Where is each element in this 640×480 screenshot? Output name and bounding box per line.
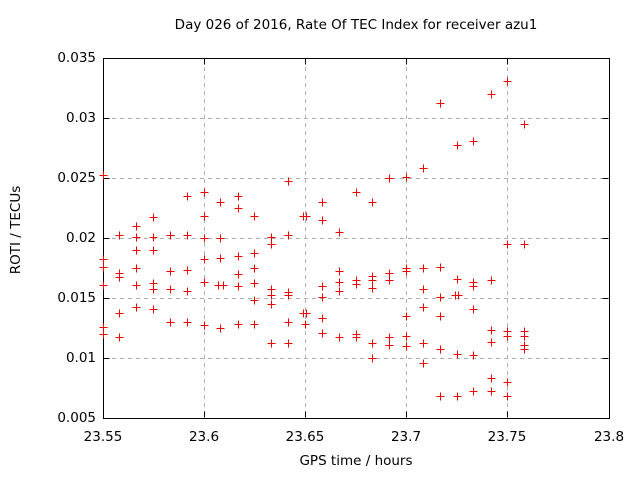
x-tick-label: 23.55	[83, 429, 123, 445]
axis-ticks	[103, 58, 610, 419]
y-tick-label: 0.005	[57, 410, 96, 426]
data-points	[99, 77, 529, 401]
grid-lines	[104, 59, 608, 417]
y-tick-label: 0.025	[57, 170, 96, 186]
y-tick-label: 0.02	[65, 230, 96, 246]
x-tick-label: 23.8	[593, 429, 625, 445]
y-tick-label: 0.015	[57, 290, 96, 306]
y-tick-label: 0.01	[65, 350, 96, 366]
x-tick-label: 23.65	[285, 429, 325, 445]
x-tick-label: 23.7	[390, 429, 422, 445]
x-axis-label: GPS time / hours	[299, 453, 413, 469]
chart-title: Day 026 of 2016, Rate Of TEC Index for r…	[174, 17, 538, 33]
x-tick-label: 23.6	[188, 429, 220, 445]
y-axis-label: ROTI / TECUs	[8, 185, 24, 275]
y-tick-label: 0.03	[65, 110, 96, 126]
x-tick-label: 23.75	[487, 429, 527, 445]
y-tick-label: 0.035	[57, 50, 96, 66]
